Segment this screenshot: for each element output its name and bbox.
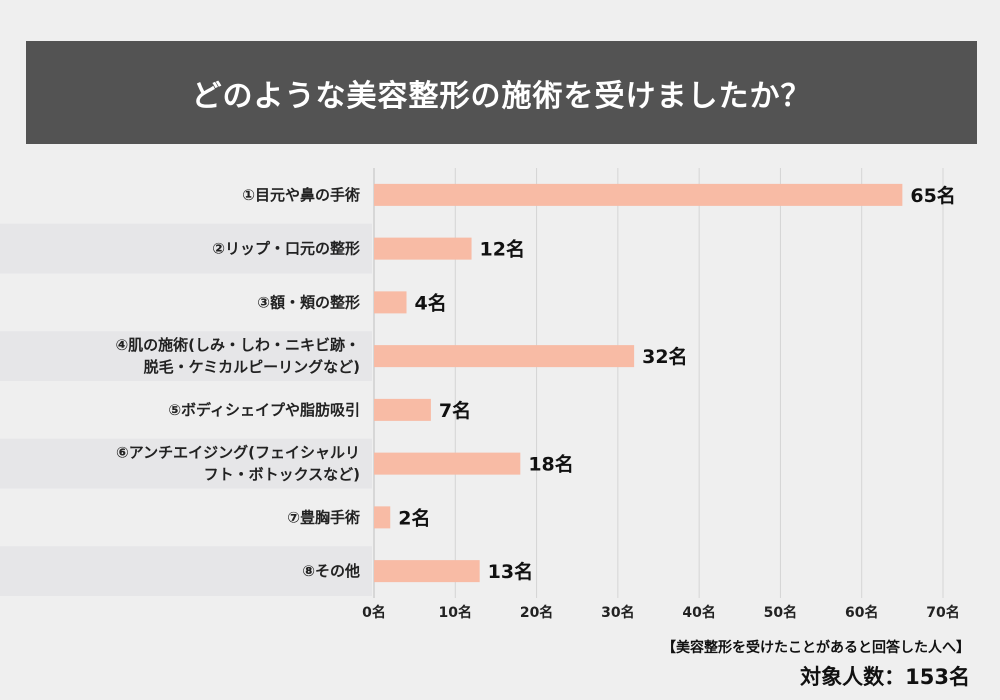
row-label-shading bbox=[0, 223, 372, 274]
bar bbox=[374, 506, 391, 529]
category-label: フト・ボトックスなど) bbox=[204, 466, 360, 484]
bar bbox=[374, 398, 431, 421]
bar bbox=[374, 560, 480, 583]
category-label: 脱毛・ケミカルピーリングなど) bbox=[144, 358, 360, 376]
bar-value-label: 12名 bbox=[480, 238, 525, 261]
category-label: ③額・頬の整形 bbox=[257, 293, 360, 311]
bar bbox=[374, 345, 635, 368]
footnote: 【美容整形を受けたことがあると回答した人へ】 対象人数：153名 bbox=[662, 637, 970, 691]
bar bbox=[374, 183, 903, 206]
category-label: ⑦豊胸手術 bbox=[287, 508, 360, 526]
bar-value-label: 32名 bbox=[642, 345, 687, 368]
bar-value-label: 2名 bbox=[398, 506, 430, 529]
x-tick-label: 60名 bbox=[845, 604, 878, 621]
x-tick-label: 30名 bbox=[601, 604, 634, 621]
x-tick-label: 10名 bbox=[439, 604, 472, 621]
x-tick-label: 20名 bbox=[520, 604, 553, 621]
bar bbox=[374, 452, 521, 475]
bar-value-label: 18名 bbox=[528, 453, 573, 476]
row-label-shading bbox=[0, 546, 372, 596]
bar bbox=[374, 291, 407, 314]
footnote-subtitle: 【美容整形を受けたことがあると回答した人へ】 bbox=[662, 640, 970, 656]
category-label: ④肌の施術(しみ・しわ・ニキビ跡・ bbox=[115, 336, 360, 354]
x-tick-label: 50名 bbox=[764, 604, 797, 621]
x-tick-label: 0名 bbox=[362, 604, 386, 621]
row-label-shading bbox=[0, 331, 372, 381]
bar-value-label: 4名 bbox=[415, 291, 447, 314]
title-banner: どのような美容整形の施術を受けましたか？ bbox=[26, 41, 977, 144]
bar-value-label: 7名 bbox=[439, 399, 471, 422]
row-label-shading bbox=[0, 438, 372, 489]
bar-value-label: 13名 bbox=[488, 560, 533, 583]
footnote-total: 対象人数：153名 bbox=[800, 665, 970, 689]
x-tick-label: 40名 bbox=[682, 604, 715, 621]
bar-value-label: 65名 bbox=[910, 184, 955, 207]
chart-title: どのような美容整形の施術を受けましたか？ bbox=[191, 78, 812, 114]
category-label: ②リップ・口元の整形 bbox=[212, 240, 360, 258]
x-tick-label: 70名 bbox=[926, 604, 959, 621]
category-label: ⑧その他 bbox=[302, 562, 360, 580]
category-label: ①目元や鼻の手術 bbox=[242, 186, 360, 204]
bar bbox=[374, 237, 472, 260]
category-label: ⑤ボディシェイプや脂肪吸引 bbox=[168, 401, 360, 419]
category-label: ⑥アンチエイジング(フェイシャルリ bbox=[116, 444, 360, 462]
